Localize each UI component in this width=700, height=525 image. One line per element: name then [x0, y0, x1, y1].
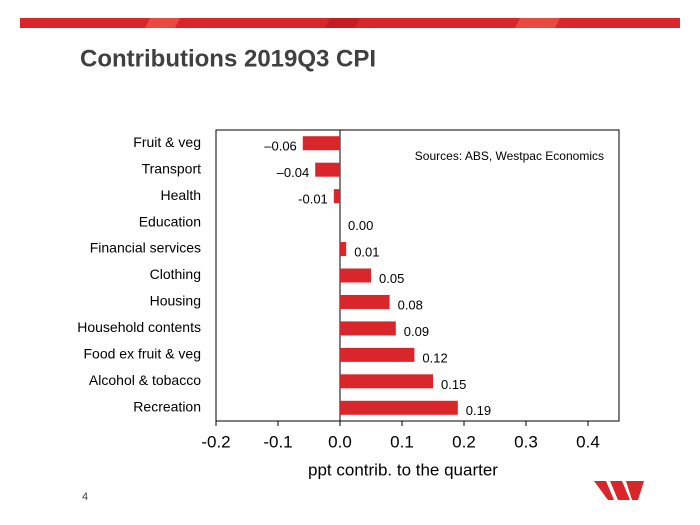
value-label: 0.09 [404, 324, 429, 339]
y-tick-label: Housing [150, 293, 201, 309]
y-tick-label: Fruit & veg [133, 134, 201, 150]
bar [340, 268, 371, 283]
x-tick-label: 0.2 [452, 432, 476, 451]
y-tick-label: Clothing [150, 266, 201, 282]
bar [340, 242, 347, 257]
x-tick-label: -0.2 [201, 432, 230, 451]
bar [333, 189, 340, 204]
value-label: 0.15 [441, 377, 466, 392]
y-tick-label: Health [161, 187, 201, 203]
y-tick-label: Household contents [77, 319, 201, 335]
bar [340, 400, 458, 415]
plot-frame [215, 129, 620, 422]
x-tick-label: 0.4 [576, 432, 600, 451]
banner-stripe [145, 18, 180, 28]
value-label: 0.01 [354, 244, 379, 259]
bar [340, 294, 390, 309]
bar [340, 374, 433, 389]
value-label: 0.05 [379, 271, 404, 286]
y-tick-label: Financial services [90, 240, 201, 256]
bar [340, 347, 415, 362]
x-tick-label: -0.1 [263, 432, 292, 451]
x-tick-label: 0.3 [514, 432, 538, 451]
annotation: Sources: ABS, Westpac Economics [415, 149, 604, 163]
value-label: 0.00 [348, 218, 373, 233]
value-label: –0.04 [277, 165, 310, 180]
slide-title: Contributions 2019Q3 CPI [80, 45, 376, 72]
logo-part [594, 481, 614, 500]
bar [315, 162, 340, 177]
x-axis-label: ppt contrib. to the quarter [308, 460, 498, 479]
logo-part [626, 481, 644, 500]
x-tick-label: 0.0 [328, 432, 352, 451]
value-label: -0.01 [298, 192, 328, 207]
page-number: 4 [82, 491, 88, 503]
y-tick-label: Alcohol & tobacco [89, 372, 201, 388]
bar [302, 136, 340, 151]
y-tick-label: Transport [142, 160, 202, 176]
banner-stripe [325, 18, 360, 28]
y-tick-label: Food ex fruit & veg [83, 346, 201, 362]
banner-stripe [515, 18, 560, 28]
value-label: 0.19 [466, 403, 491, 418]
value-label: 0.08 [398, 297, 423, 312]
y-tick-label: Education [139, 213, 201, 229]
y-tick-label: Recreation [133, 398, 201, 414]
logo-part [610, 481, 630, 500]
westpac-logo [594, 481, 644, 500]
x-tick-label: 0.1 [390, 432, 414, 451]
top-banner [20, 18, 680, 28]
value-label: –0.06 [264, 139, 297, 154]
value-label: 0.12 [422, 350, 447, 365]
bar [340, 321, 396, 336]
